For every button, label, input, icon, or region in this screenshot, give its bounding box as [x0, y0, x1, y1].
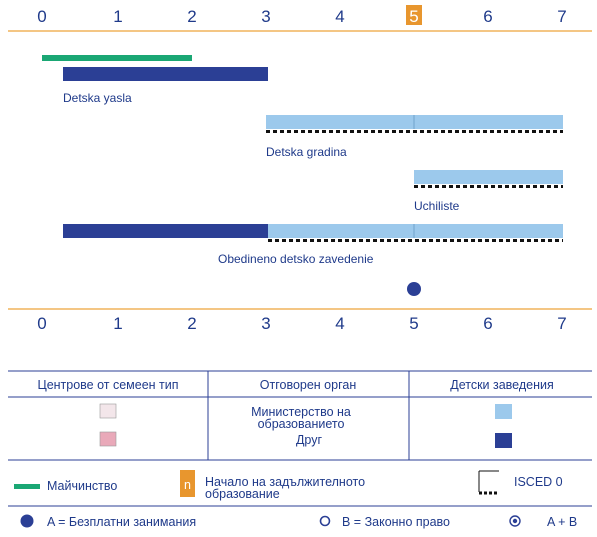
swatch-kinder-other: [495, 433, 512, 448]
bottom-legend: Майчинство n Начало на задължителното об…: [8, 470, 592, 529]
legal-right-legend-icon: [319, 515, 331, 527]
free-entitlement-legend-icon: [20, 514, 34, 528]
swatch-family-ministry: [99, 403, 117, 419]
top-tick-3: 3: [261, 7, 270, 26]
maternity-legend-label: Майчинство: [47, 479, 117, 493]
bottom-tick-3: 3: [261, 314, 270, 333]
combined-legend-icon-inner: [512, 518, 518, 524]
top-tick-5: 5: [409, 7, 418, 26]
compulsory-legend-line1: Начало на задължителното: [205, 475, 365, 489]
isced-legend-label: ISCED 0: [514, 475, 563, 489]
bottom-tick-7: 7: [557, 314, 566, 333]
top-axis: 0 1 2 3 4 5 6 7: [8, 5, 592, 32]
maternity-bar: [42, 55, 192, 61]
gradina-bar: [266, 115, 563, 133]
swatch-family-other: [99, 431, 117, 447]
legal-right-legend-label: B = Законно право: [342, 515, 450, 529]
yasla-bar: [63, 67, 268, 81]
bottom-tick-5: 5: [409, 314, 418, 333]
top-tick-1: 1: [113, 7, 122, 26]
legend-table: Центрове от семеен тип Отговорен орган Д…: [8, 370, 592, 461]
bottom-axis: 0 1 2 3 4 5 6 7: [8, 308, 592, 333]
compulsory-icon: [180, 470, 195, 497]
free-entitlement-legend-label: A = Безплатни занимания: [47, 515, 196, 529]
gradina-label: Detska gradina: [266, 145, 347, 159]
header-family-centres: Центрове от семеен тип: [37, 378, 178, 392]
maternity-legend-swatch: [14, 484, 40, 489]
yasla-label: Detska yasla: [63, 91, 132, 105]
swatch-kinder-ministry: [495, 404, 512, 419]
bottom-tick-1: 1: [113, 314, 122, 333]
obedineno-bar: [63, 224, 563, 242]
combined-legend-label: A + B: [547, 515, 577, 529]
top-tick-0: 0: [37, 7, 46, 26]
top-tick-7: 7: [557, 7, 566, 26]
top-tick-2: 2: [187, 7, 196, 26]
header-kindergartens: Детски заведения: [450, 378, 554, 392]
header-responsible-body: Отговорен орган: [260, 378, 357, 392]
free-entitlement-marker: [407, 282, 421, 296]
uchiliste-bar: [414, 170, 563, 188]
compulsory-icon-letter: n: [184, 478, 191, 492]
bottom-tick-6: 6: [483, 314, 492, 333]
isced-legend-icon: [478, 470, 499, 495]
uchiliste-label: Uchiliste: [414, 199, 460, 213]
bottom-tick-0: 0: [37, 314, 46, 333]
top-tick-6: 6: [483, 7, 492, 26]
row-ministry-line1: Министерство на: [251, 405, 351, 419]
row-other: Друг: [296, 433, 323, 447]
compulsory-legend-line2: образование: [205, 487, 280, 501]
bottom-tick-2: 2: [187, 314, 196, 333]
compulsory-start-marker-top: [406, 5, 422, 25]
obedineno-label: Obedineno detsko zavedenie: [218, 252, 374, 266]
row-ministry-line2: образованието: [258, 417, 345, 431]
bottom-tick-4: 4: [335, 314, 344, 333]
top-tick-4: 4: [335, 7, 344, 26]
